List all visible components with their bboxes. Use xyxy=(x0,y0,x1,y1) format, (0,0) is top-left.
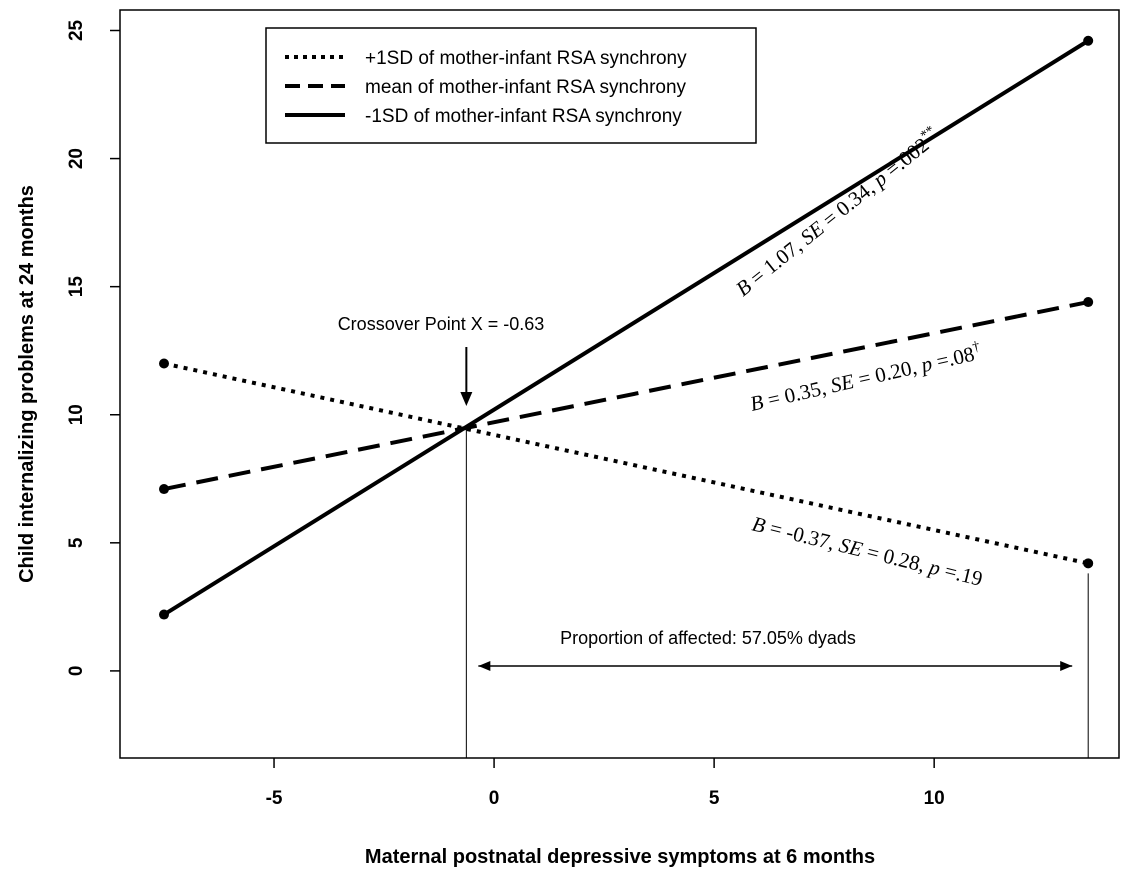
x-axis-title: Maternal postnatal depressive symptoms a… xyxy=(365,846,875,868)
series-line-mean xyxy=(163,300,1089,491)
legend: +1SD of mother-infant RSA synchrony mean… xyxy=(265,27,757,144)
y-axis-title: Child internalizing problems at 24 month… xyxy=(16,185,38,583)
x-axis: -5 0 5 10 xyxy=(266,758,945,809)
series-line-minus1sd xyxy=(162,39,1090,617)
y-tick-label: 0 xyxy=(66,666,87,677)
crossover-arrow-head xyxy=(460,392,473,406)
legend-label-mean: mean of mother-infant RSA synchrony xyxy=(365,77,687,98)
series-point-plus1sd xyxy=(159,358,170,369)
plot-frame xyxy=(119,9,1120,759)
slope-label-mean: B = 0.35, SE = 0.20, p =.08† xyxy=(748,339,984,416)
series-point-mean xyxy=(1083,297,1094,308)
proportion-arrow-right-head xyxy=(1060,661,1073,671)
y-tick-label: 10 xyxy=(66,404,87,425)
slope-label-plus1sd: B = -0.37, SE = 0.28, p =.19 xyxy=(750,512,985,591)
x-tick-label: 0 xyxy=(489,788,500,809)
x-tick-label: -5 xyxy=(266,788,283,809)
y-tick-label: 25 xyxy=(66,19,87,41)
reference-lines xyxy=(460,347,1089,758)
y-tick-label: 15 xyxy=(66,276,87,298)
legend-label-plus1sd: +1SD of mother-infant RSA synchrony xyxy=(365,48,687,69)
series-line-plus1sd xyxy=(163,361,1089,566)
series-point-minus1sd xyxy=(1083,35,1094,46)
slope-label-minus1sd: B = 1.07, SE = 0.34, p =.002** xyxy=(731,123,945,301)
legend-label-minus1sd: -1SD of mother-infant RSA synchrony xyxy=(365,106,682,127)
crossover-label: Crossover Point X = -0.63 xyxy=(338,314,545,334)
legend-box xyxy=(265,27,757,144)
series-point-minus1sd xyxy=(159,609,170,620)
proportion-arrow-left-head xyxy=(478,661,491,671)
proportion-label: Proportion of affected: 57.05% dyads xyxy=(560,628,856,648)
y-tick-label: 20 xyxy=(66,148,87,169)
series-point-mean xyxy=(159,484,170,495)
series-point-plus1sd xyxy=(1083,558,1094,569)
series-group xyxy=(159,35,1094,620)
y-tick-label: 5 xyxy=(66,537,87,548)
x-tick-label: 10 xyxy=(924,788,945,809)
x-tick-label: 5 xyxy=(709,788,720,809)
y-axis: 0 5 10 15 20 25 xyxy=(66,19,120,676)
